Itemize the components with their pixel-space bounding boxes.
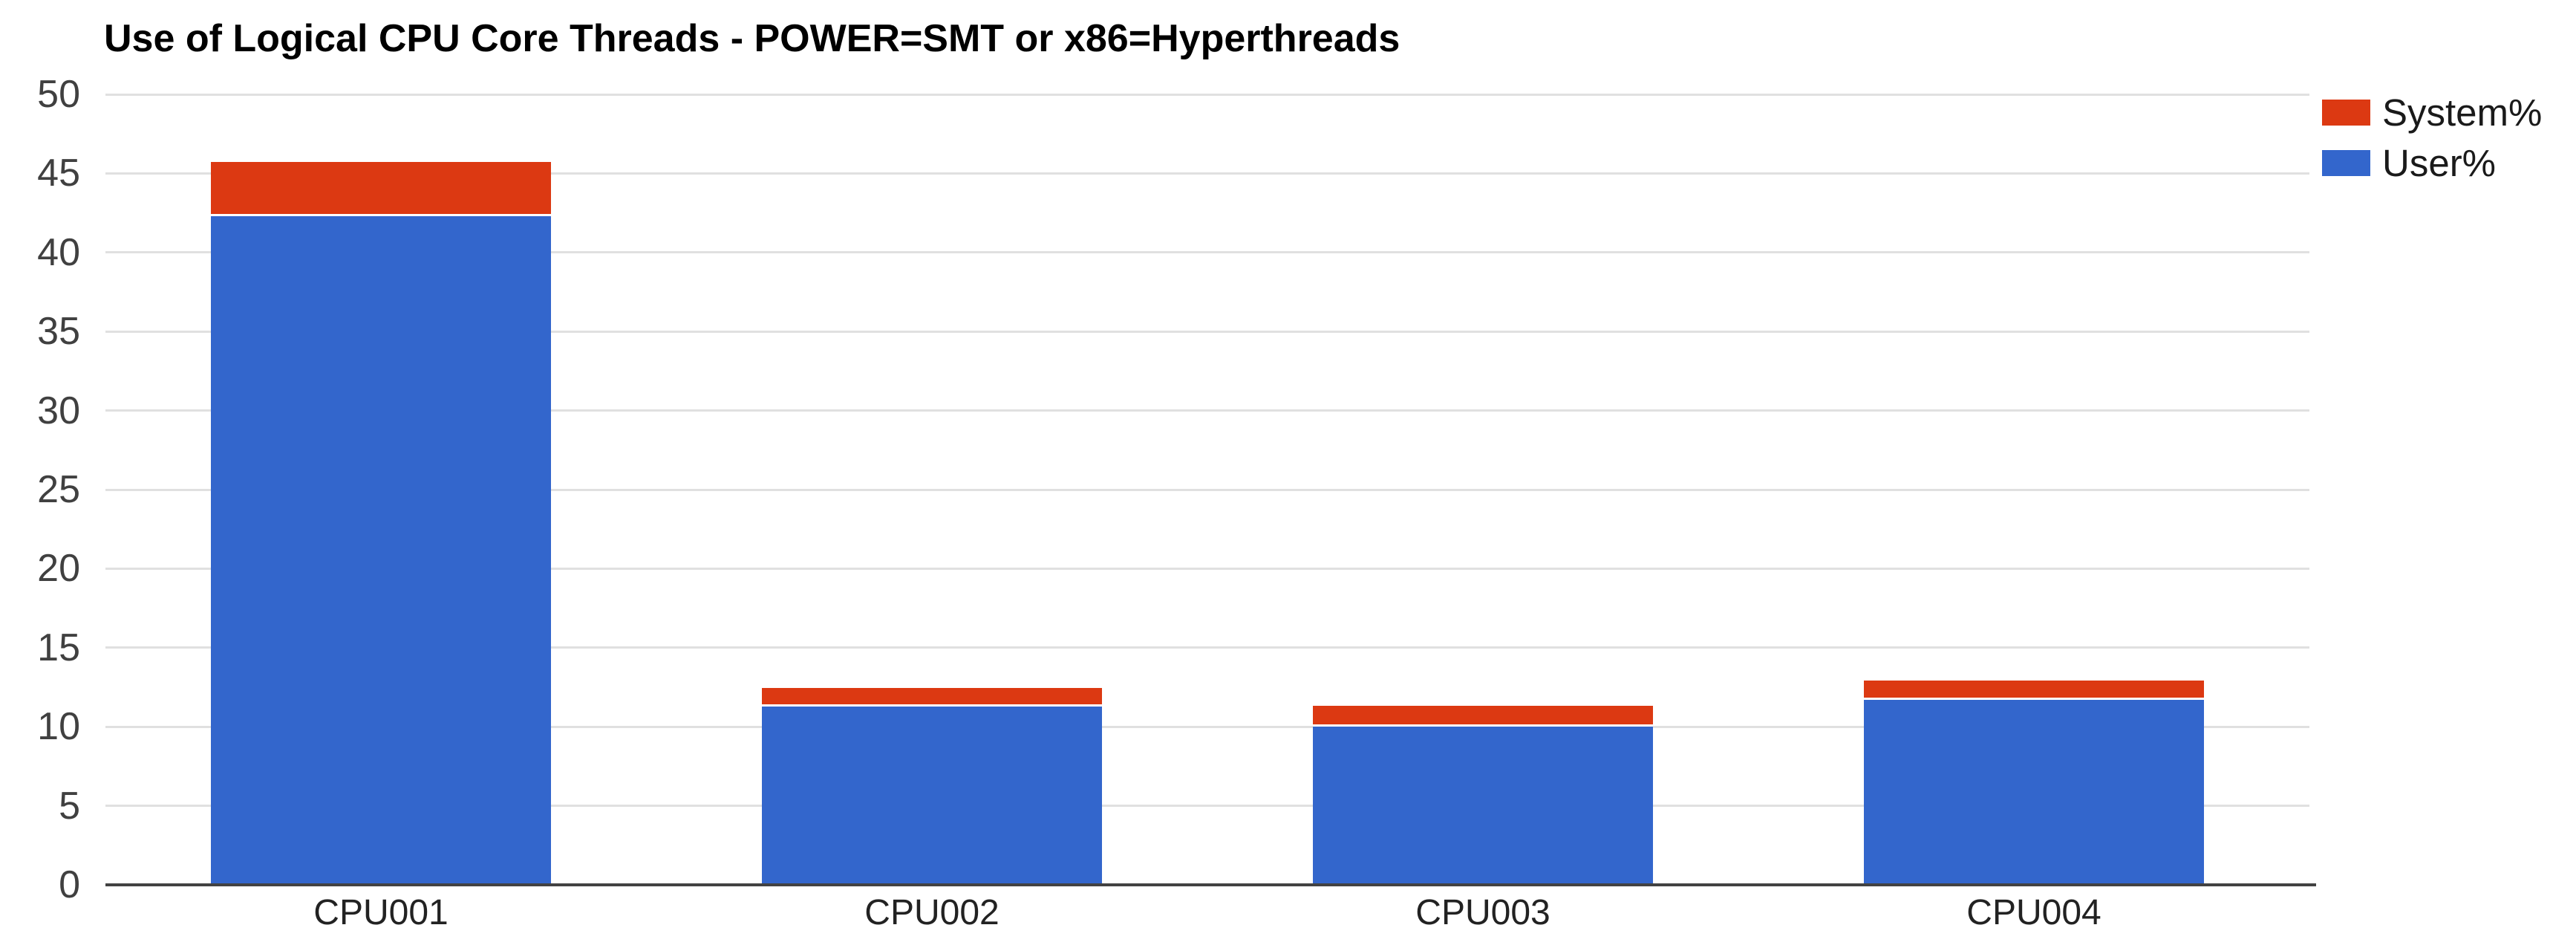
x-axis-category-label: CPU003 bbox=[1415, 893, 1551, 932]
gridline-y20 bbox=[105, 567, 2309, 570]
gridline-y5 bbox=[105, 805, 2309, 808]
legend-label: User% bbox=[2382, 142, 2497, 184]
bar-segment-system-cpu003[interactable] bbox=[1313, 705, 1653, 725]
bar-segment-system-cpu004[interactable] bbox=[1864, 680, 2204, 698]
bar-group-cpu003 bbox=[1313, 705, 1653, 885]
y-axis-tick-label: 50 bbox=[37, 73, 80, 116]
gridline-y50 bbox=[105, 93, 2309, 96]
gridline-y45 bbox=[105, 172, 2309, 175]
gridline-y10 bbox=[105, 725, 2309, 728]
y-axis-tick-label: 5 bbox=[59, 784, 80, 828]
bar-segment-user-cpu003[interactable] bbox=[1313, 727, 1653, 885]
gridline-y35 bbox=[105, 330, 2309, 333]
y-axis-tick-label: 0 bbox=[59, 863, 80, 906]
x-axis-category-label: CPU001 bbox=[313, 893, 449, 932]
bar-segment-user-cpu001[interactable] bbox=[211, 215, 551, 885]
bar-segment-divider bbox=[1864, 698, 2204, 701]
bar-group-cpu004 bbox=[1864, 680, 2204, 885]
bar-segment-divider bbox=[1313, 724, 1653, 727]
x-axis-category-label: CPU002 bbox=[864, 893, 1000, 932]
y-axis-tick-label: 25 bbox=[37, 468, 80, 511]
bar-segment-user-cpu004[interactable] bbox=[1864, 700, 2204, 885]
legend: System% User% bbox=[2322, 94, 2542, 182]
bar-segment-divider bbox=[211, 213, 551, 216]
x-axis-baseline bbox=[105, 883, 2316, 886]
bar-segment-divider bbox=[762, 704, 1102, 707]
y-axis-tick-label: 40 bbox=[37, 230, 80, 274]
bar-segment-system-cpu001[interactable] bbox=[211, 161, 551, 214]
gridline-y25 bbox=[105, 488, 2309, 491]
gridline-y15 bbox=[105, 646, 2309, 649]
gridline-y30 bbox=[105, 409, 2309, 412]
y-axis: 0 5 10 15 20 25 30 35 40 45 50 bbox=[0, 75, 80, 904]
bar-group-cpu001 bbox=[211, 161, 551, 885]
gridline-y40 bbox=[105, 251, 2309, 254]
y-axis-tick-label: 35 bbox=[37, 310, 80, 354]
chart-title: Use of Logical CPU Core Threads - POWER=… bbox=[104, 17, 1401, 60]
y-axis-tick-label: 15 bbox=[37, 626, 80, 669]
x-axis: CPU001 CPU002 CPU003 CPU004 bbox=[105, 895, 2309, 940]
y-axis-tick-label: 10 bbox=[37, 705, 80, 749]
y-axis-tick-label: 45 bbox=[37, 152, 80, 195]
y-axis-tick-label: 30 bbox=[37, 389, 80, 432]
legend-swatch-icon bbox=[2322, 100, 2370, 126]
bar-segment-user-cpu002[interactable] bbox=[762, 706, 1102, 885]
bar-group-cpu002 bbox=[762, 688, 1102, 885]
legend-item-user[interactable]: User% bbox=[2322, 144, 2542, 182]
y-axis-tick-label: 20 bbox=[37, 547, 80, 591]
legend-label: System% bbox=[2382, 91, 2543, 134]
plot-area bbox=[105, 93, 2316, 886]
bar-segment-system-cpu002[interactable] bbox=[762, 688, 1102, 704]
x-axis-category-label: CPU004 bbox=[1966, 893, 2101, 932]
legend-item-system[interactable]: System% bbox=[2322, 94, 2542, 132]
legend-swatch-icon bbox=[2322, 150, 2370, 176]
